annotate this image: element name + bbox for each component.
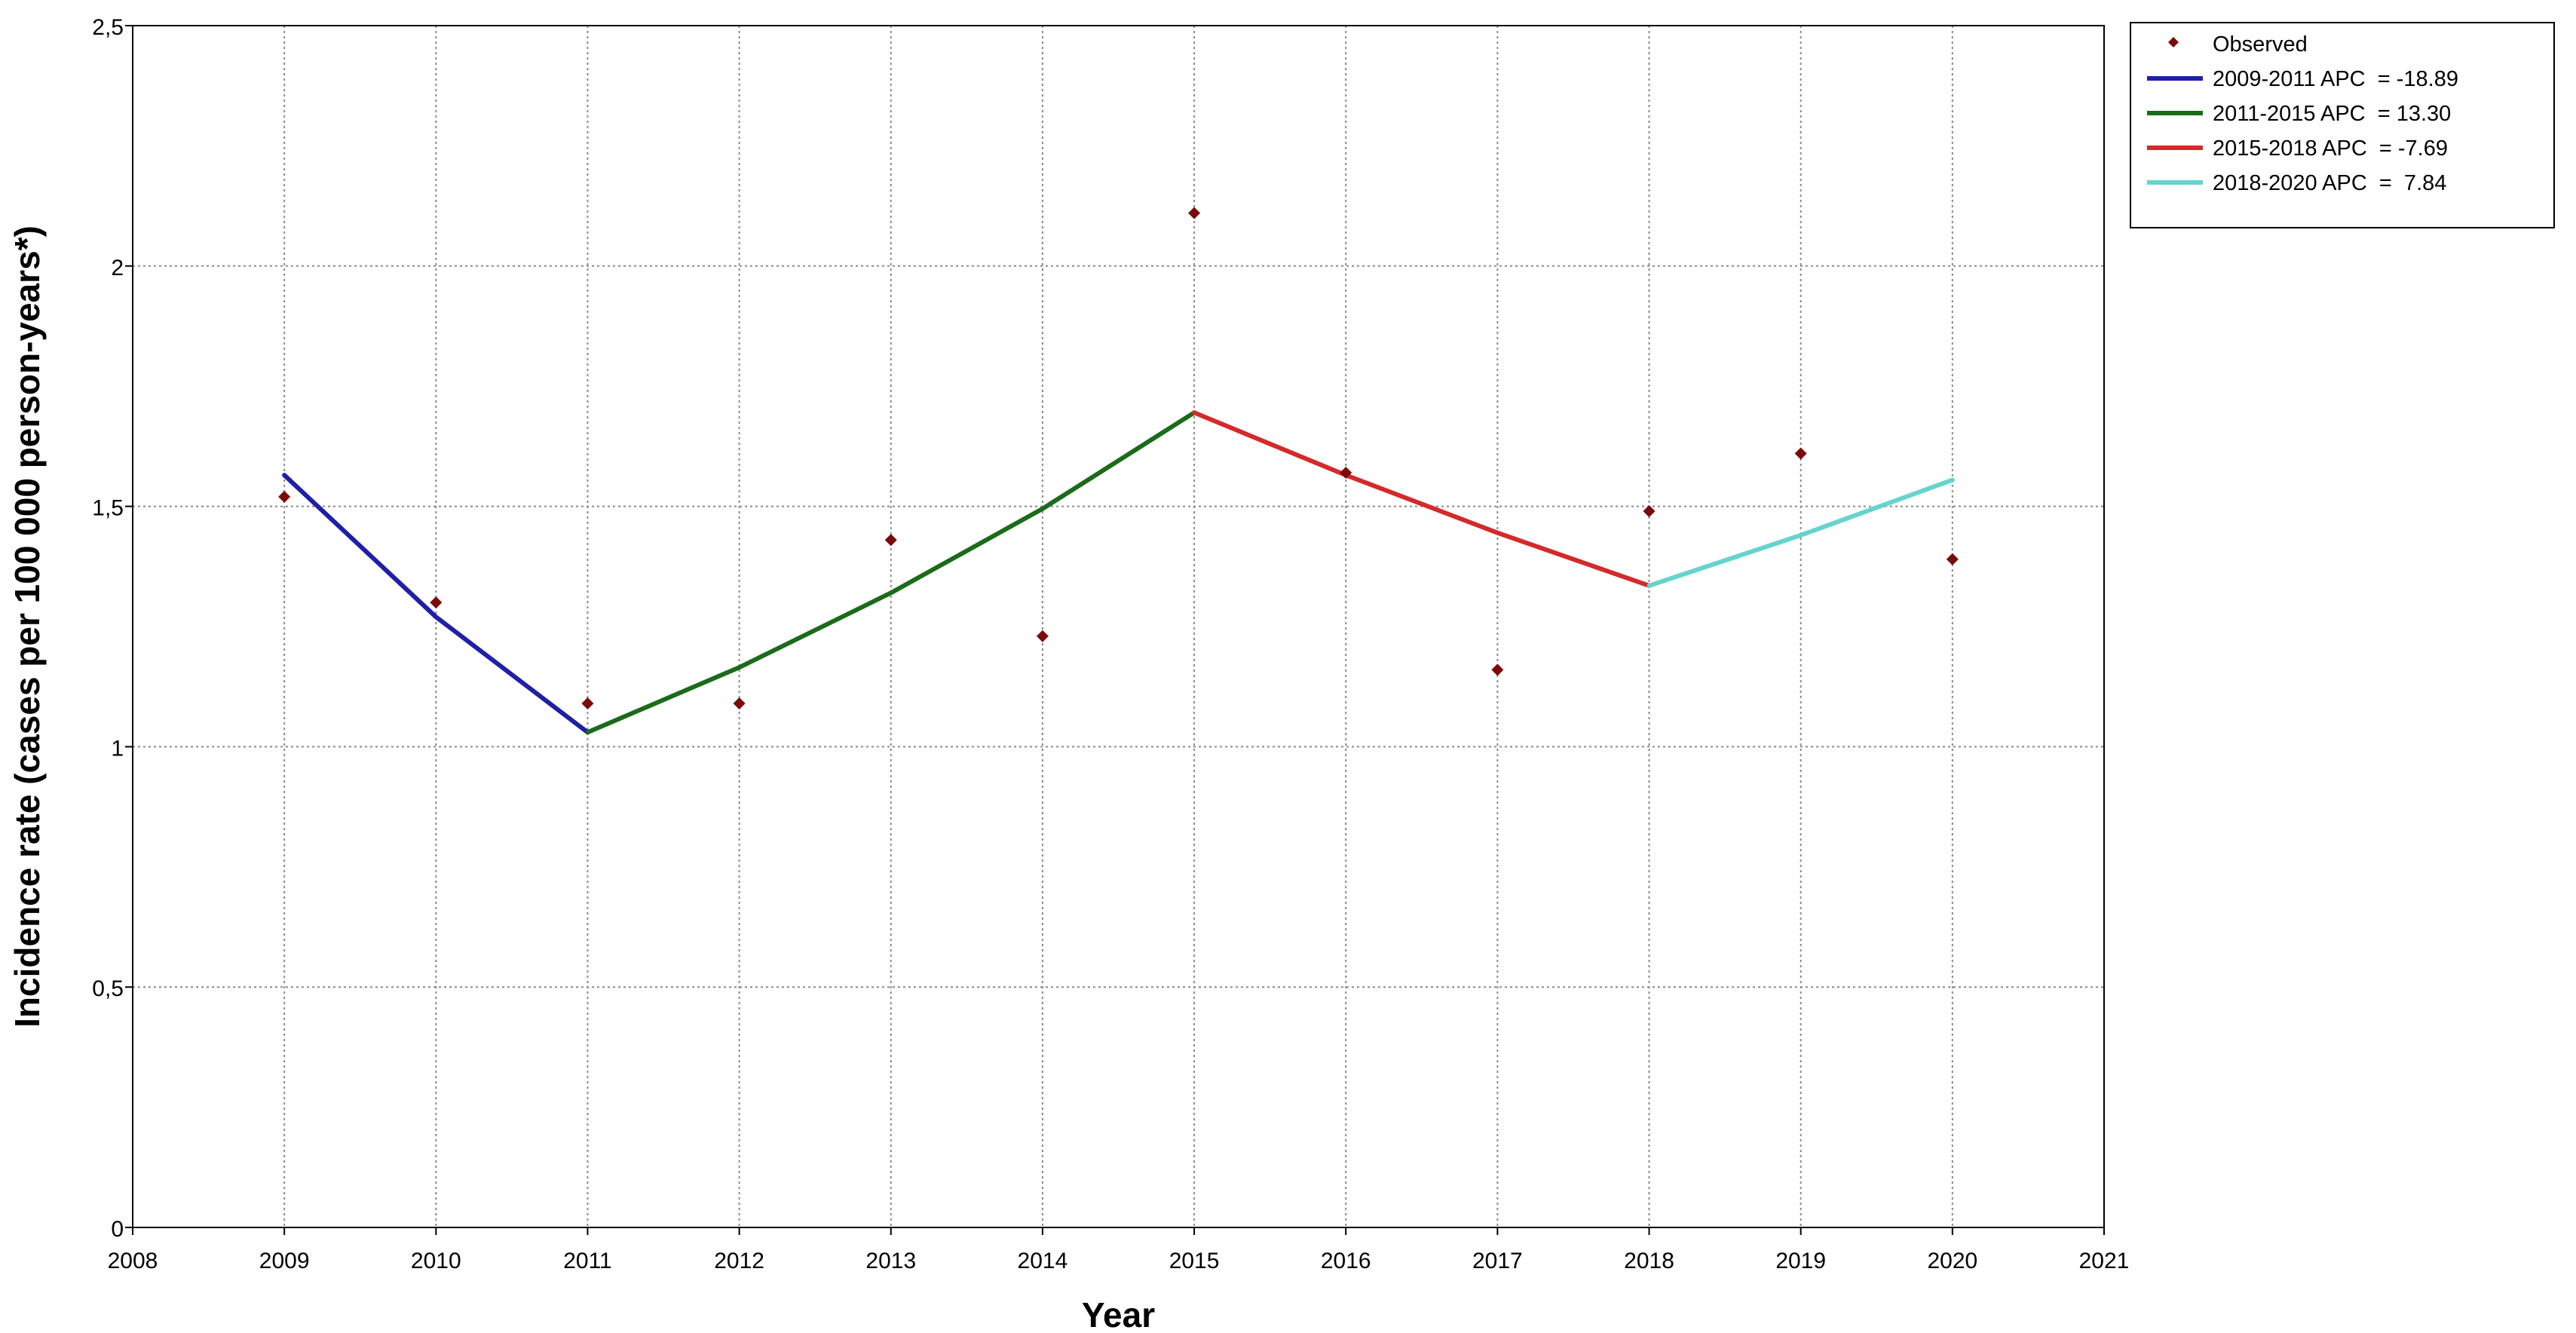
- legend-label-3: 2015-2018 APC = -7.69: [2213, 136, 2448, 161]
- legend: Observed 2009-2011 APC = -18.89 2011-2015 …: [2130, 22, 2555, 228]
- x-tick-label: 2012: [714, 1249, 764, 1273]
- observed-point: [581, 697, 594, 710]
- plot-frame: [132, 25, 2105, 1228]
- axis-ticks: 2008 2009 2010 2011 2012 2013 2014 2015 2016 2017…: [92, 15, 2129, 1273]
- observed-point: [1643, 504, 1656, 517]
- trend-line-segment-3: [1192, 410, 1652, 588]
- observed-point: [430, 596, 443, 609]
- observed-point: [1794, 447, 1807, 460]
- x-tick-label: 2008: [108, 1249, 158, 1273]
- x-tick-label: 2014: [1018, 1249, 1068, 1273]
- y-tick-label: 0,5: [92, 976, 124, 1001]
- x-axis-title: Year: [1082, 1295, 1155, 1333]
- y-tick-label: 1,5: [92, 496, 124, 521]
- legend-label-4: 2018-2020 APC = 7.84: [2213, 171, 2446, 195]
- gridlines: [133, 26, 2104, 1227]
- x-tick-label: 2009: [259, 1249, 310, 1273]
- y-tick-label: 2,5: [92, 15, 124, 40]
- observed-point: [278, 490, 291, 503]
- x-tick-label: 2016: [1321, 1249, 1371, 1273]
- x-tick-label: 2018: [1624, 1249, 1674, 1273]
- observed-point: [733, 697, 746, 710]
- trend-line-segment-1: [282, 473, 590, 735]
- legend-observed-marker: [2168, 37, 2179, 47]
- x-tick-label: 2017: [1472, 1249, 1523, 1273]
- x-tick-label: 2021: [2079, 1249, 2130, 1273]
- observed-point: [884, 534, 897, 547]
- y-tick-label: 2: [111, 256, 124, 280]
- legend-box: [2130, 22, 2555, 228]
- trend-line-segment-4: [1646, 477, 1955, 588]
- observed-points: [278, 207, 1959, 710]
- trend-lines: [282, 410, 1955, 735]
- legend-label-1: 2009-2011 APC = -18.89: [2213, 67, 2458, 91]
- x-tick-label: 2011: [563, 1249, 612, 1273]
- x-tick-label: 2015: [1169, 1249, 1220, 1273]
- observed-point: [1340, 466, 1352, 479]
- observed-point: [1946, 553, 1959, 565]
- legend-label-2: 2011-2015 APC = 13.30: [2213, 102, 2451, 126]
- x-tick-label: 2020: [1927, 1249, 1977, 1273]
- observed-point: [1036, 630, 1049, 642]
- trend-line-segment-2: [585, 410, 1197, 735]
- y-tick-label: 0: [111, 1217, 124, 1242]
- x-tick-label: 2013: [865, 1249, 916, 1273]
- observed-point: [1491, 663, 1504, 676]
- y-tick-label: 1: [111, 736, 124, 761]
- legend-label-observed: Observed: [2213, 32, 2308, 57]
- y-axis-title: Incidence rate (cases per 100 000 person…: [8, 225, 47, 1028]
- x-tick-label: 2019: [1775, 1249, 1826, 1273]
- x-tick-label: 2010: [411, 1249, 461, 1273]
- observed-point: [1188, 207, 1201, 219]
